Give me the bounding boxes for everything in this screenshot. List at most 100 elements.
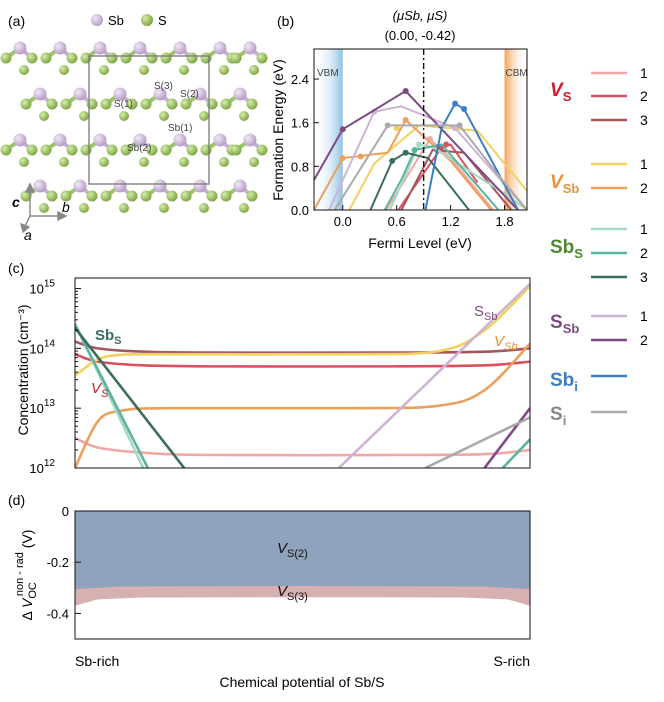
s-atom (19, 65, 29, 75)
s-atom (26, 144, 38, 156)
sb-atom (53, 41, 67, 55)
site-label-s2: S(2) (180, 89, 199, 100)
axis-c-label: c (12, 194, 20, 210)
s-atom (139, 65, 149, 75)
legend-title-s-sb: SSb (550, 312, 579, 336)
s-atom-icon (141, 14, 153, 26)
sb-legend-label: Sb (108, 13, 124, 28)
y-tick-label: 2.4 (291, 72, 309, 87)
x-axis-title-d: Chemical potential of Sb/S (220, 674, 385, 690)
s-atom (246, 98, 258, 110)
conc-s-sb-1 (337, 282, 530, 468)
chemical-potential-values: (0.00, -0.42) (385, 28, 456, 43)
s-atom (159, 203, 169, 213)
s-atom (40, 52, 52, 64)
legend-entry-v-s-3: 3 (640, 112, 648, 128)
line-v-sb-2 (314, 118, 493, 210)
point-v-s-2 (443, 141, 450, 148)
x-tick-label: 1.2 (442, 214, 460, 229)
chemical-potential-label: (μSb, μS) (393, 8, 448, 23)
legend-entry-v-s-1: 1 (640, 65, 648, 81)
s-atom (99, 65, 109, 75)
conc-s-sb-2 (483, 407, 530, 468)
point-s-i (384, 122, 391, 129)
legend-entry-s-sb-1: 1 (640, 308, 648, 324)
sb-atom (193, 179, 207, 193)
legend-entry-sb-s-2: 2 (640, 245, 648, 261)
conc-v-s-1 (75, 436, 530, 457)
s-atom (199, 203, 209, 213)
point-s-sb-1 (452, 125, 459, 132)
s-atom (60, 190, 72, 202)
x-tick-label: 0.6 (388, 214, 406, 229)
s-atom (40, 144, 52, 156)
y-axis-title-c: Concentration (cm⁻³) (15, 304, 31, 435)
s-atom (180, 98, 192, 110)
s-atom (230, 144, 242, 156)
s-atom (19, 157, 29, 167)
sb-atom (243, 41, 257, 55)
conc-s-i (424, 416, 530, 468)
s-atom (59, 65, 69, 75)
sb-atom (73, 87, 87, 101)
legend-entry-v-sb-1: 1 (640, 156, 648, 172)
sb-atom (93, 133, 107, 147)
line-s-sb-1 (327, 105, 527, 210)
s-atom (100, 98, 112, 110)
sb-atom (213, 133, 227, 147)
site-label-s1: S(1) (114, 99, 133, 110)
s-atom (239, 111, 249, 121)
sb-atom (173, 41, 187, 55)
sb-atom (93, 41, 107, 55)
s-atom (140, 98, 152, 110)
v-sb-curve-label: VSb (494, 333, 517, 353)
point-s-sb-2 (339, 126, 346, 133)
s-atom (80, 144, 92, 156)
s-atom (166, 98, 178, 110)
y-tick-label: 0 (62, 504, 69, 519)
point-v-sb-1 (393, 125, 400, 132)
concentration-chart: (c) 1012 1013 1014 1015 Concentration (cm⁻³… (8, 260, 531, 476)
legend-entry-s-sb-2: 2 (640, 332, 648, 348)
legend-title-s-i: Si (550, 404, 566, 428)
s-sb-curve-label: SSb (474, 303, 497, 323)
legend-title-v-sb: VSb (550, 172, 579, 196)
sb-atom-icon (91, 14, 103, 26)
s-atom (206, 98, 218, 110)
legend-entry-sb-s-3: 3 (640, 269, 648, 285)
sb-atom (153, 87, 167, 101)
point-sb-s-2 (411, 146, 418, 153)
sb-atom (113, 179, 127, 193)
s-atom (66, 52, 78, 64)
voc-loss-chart: (d) 0 -0.2 -0.4 VS(2) VS(3) Sb-rich S-rich… (8, 492, 531, 690)
point-s-sb-2 (402, 88, 409, 95)
axis-ticks-b: 0.0 0.6 1.2 1.8 0.0 0.8 1.6 2.4 (291, 72, 514, 229)
s-atom (86, 190, 98, 202)
area-v-s2 (75, 511, 530, 590)
v-s2-region-label: VS(2) (277, 540, 308, 560)
s-atom (146, 52, 158, 64)
y-axis-title-b: Formation Energy (eV) (270, 59, 286, 201)
crystal-structure-panel: (a) Sb S S(3) S(2) S(1) Sb(1) Sb(2) c b … (0, 13, 268, 243)
sb-atom (193, 87, 207, 101)
unit-cell (88, 55, 210, 185)
y-tick-label: 0.8 (291, 159, 309, 174)
s-atom (46, 98, 58, 110)
conc-v-s-3 (75, 340, 530, 354)
axis-ticks-d: 0 -0.2 -0.4 (47, 504, 81, 621)
sb-atom (133, 133, 147, 147)
formation-energy-lines (314, 88, 527, 210)
s-atom (256, 52, 268, 64)
s-atom (106, 144, 118, 156)
sb-atom (113, 87, 127, 101)
sb-s-curve-label: SbS (95, 327, 122, 347)
legend-title-sb-s: SbS (550, 237, 583, 261)
s-atom (230, 52, 242, 64)
sb-atom (213, 41, 227, 55)
point-s-i (456, 122, 463, 129)
sb-atom (13, 133, 27, 147)
s-atom (120, 52, 132, 64)
sb-atom (233, 179, 247, 193)
s-atom (79, 203, 89, 213)
